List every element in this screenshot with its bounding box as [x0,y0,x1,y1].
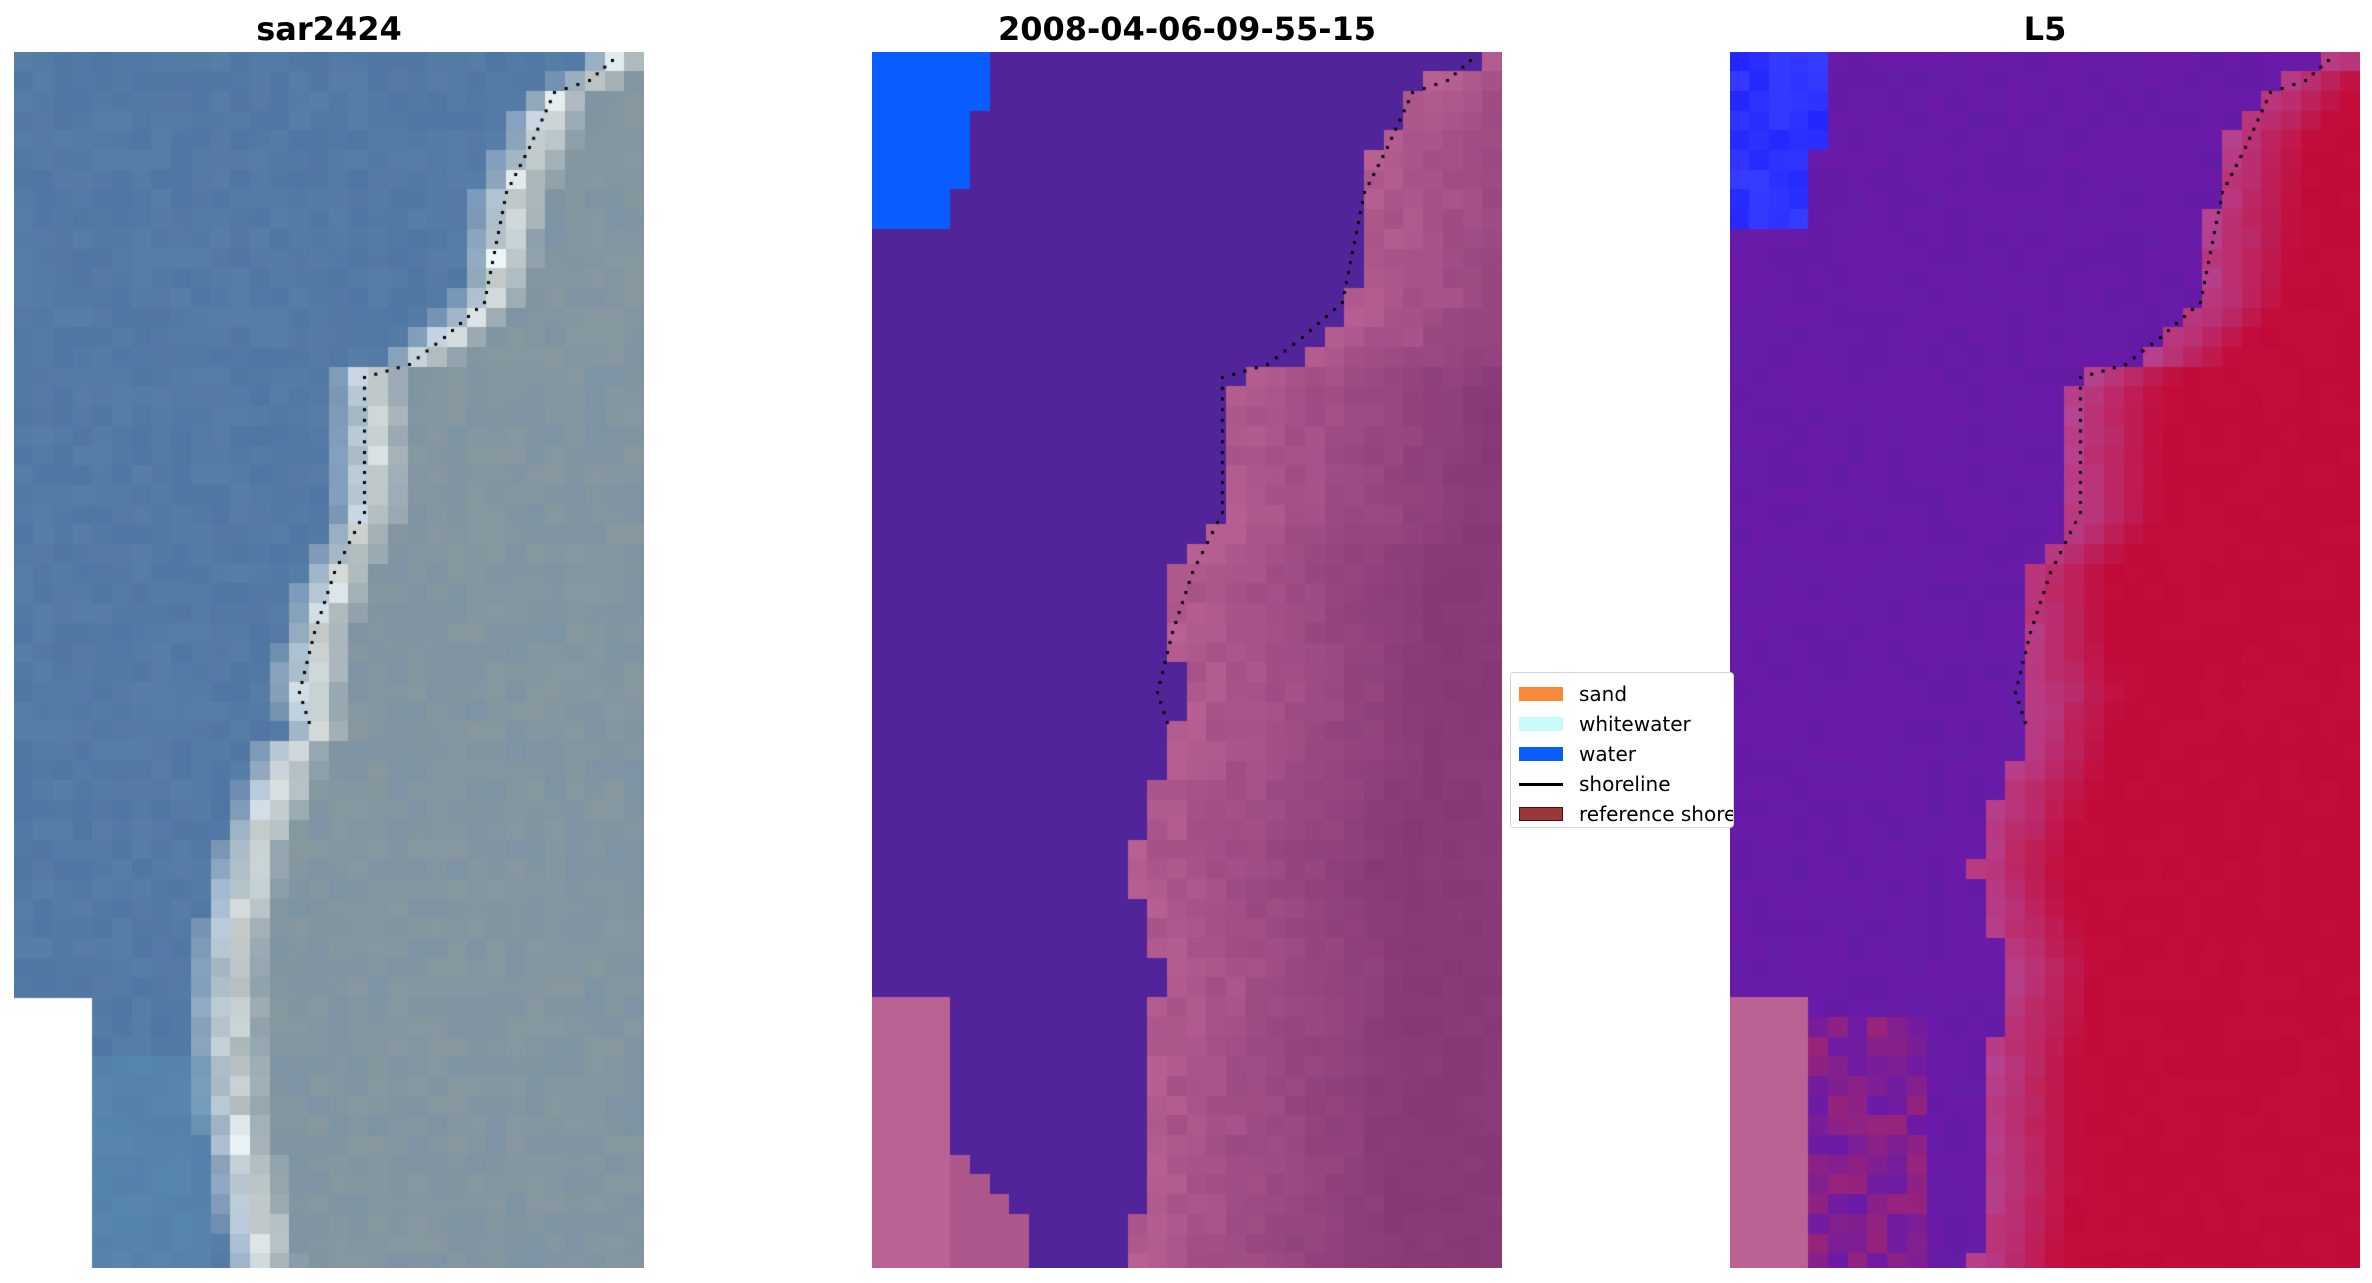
water-index-image [1730,52,2360,1268]
shoreline-line-icon [1519,782,1563,786]
legend-label-water: water [1579,742,1636,766]
legend-item: whitewater [1519,709,1733,739]
water-swatch-icon [1519,747,1563,761]
legend-item: shoreline [1519,769,1733,799]
legend-label-reference: reference shoreline buffer [1579,802,1733,826]
panel-title-rgb: sar2424 [256,10,402,48]
legend-label-whitewater: whitewater [1579,712,1691,736]
reference-swatch-icon [1519,807,1563,821]
classified-image [872,52,1502,1268]
whitewater-swatch-icon [1519,717,1563,731]
legend-item: reference shoreline buffer [1519,799,1733,827]
legend-label-sand: sand [1579,682,1628,706]
legend: sand whitewater water shoreline referenc… [1510,672,1734,828]
legend-item: sand [1519,679,1733,709]
panel-title-classification: 2008-04-06-09-55-15 [997,10,1377,48]
legend-item: water [1519,739,1733,769]
panel-title-index: L5 [2023,10,2067,48]
legend-label-shoreline: shoreline [1579,772,1671,796]
sand-swatch-icon [1519,687,1563,701]
rgb-satellite-image [14,52,644,1268]
